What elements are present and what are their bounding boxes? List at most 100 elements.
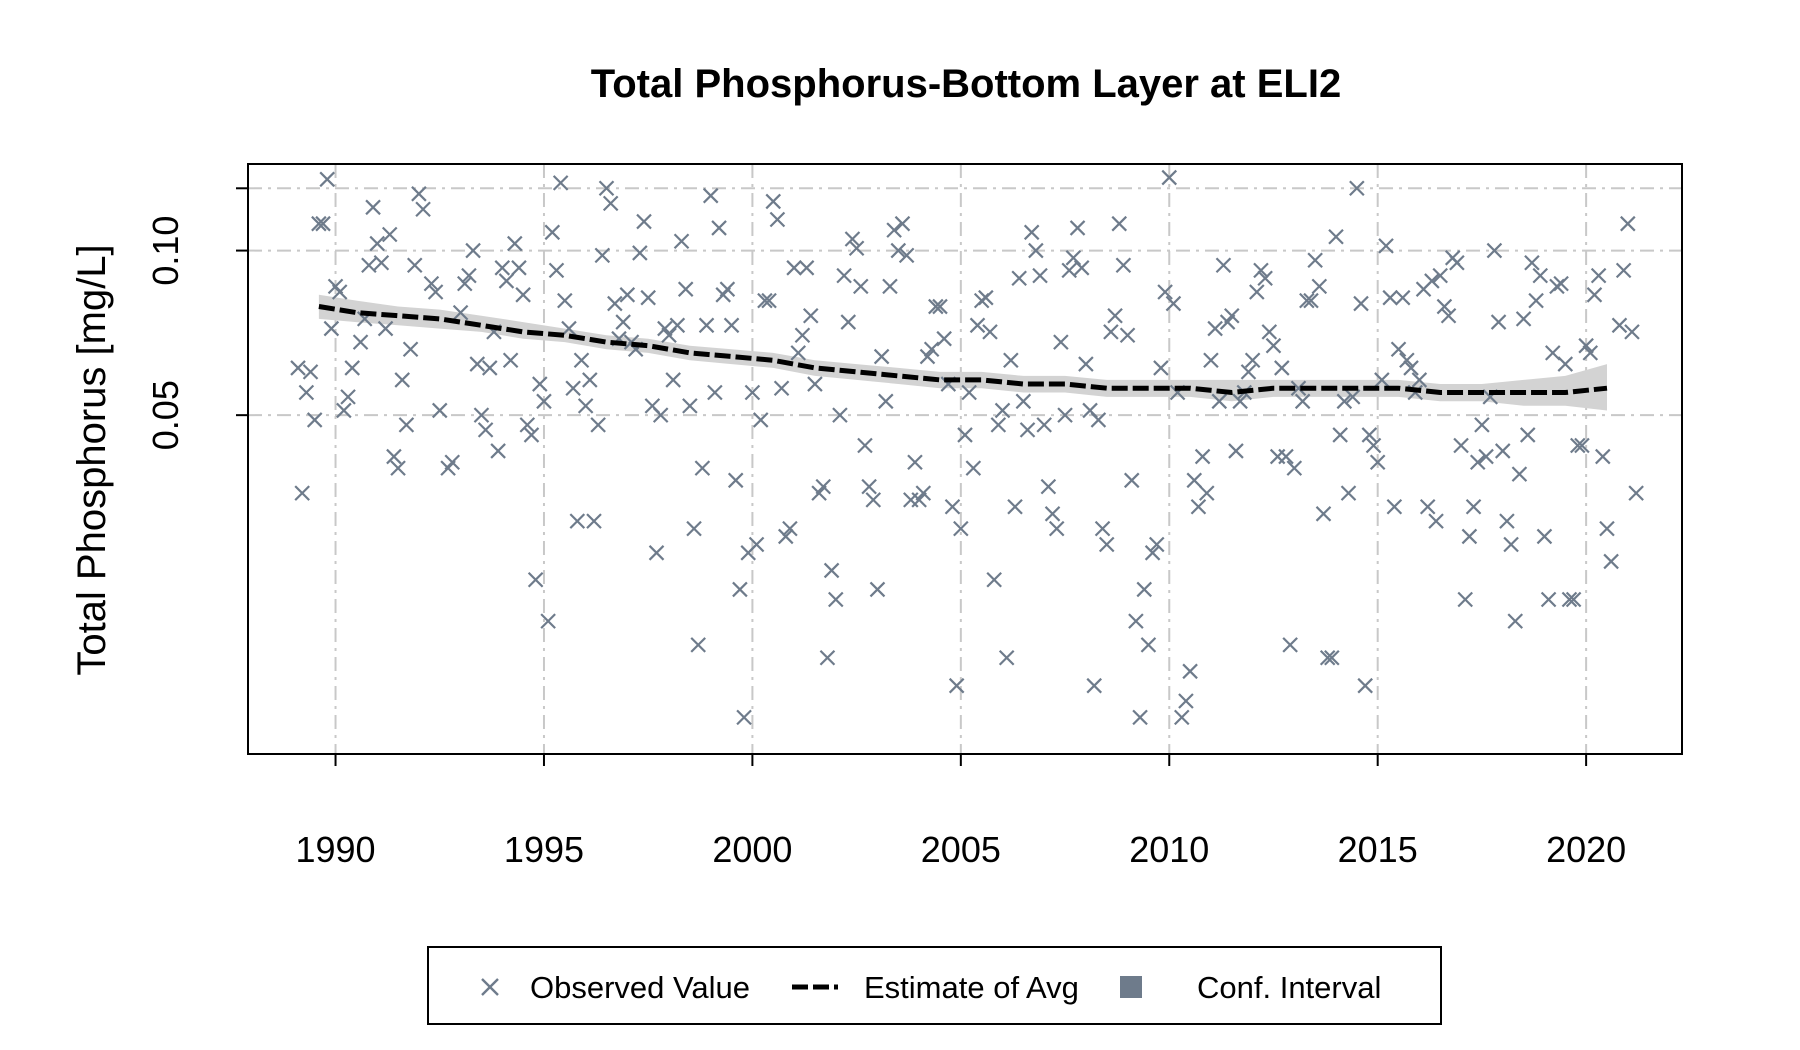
observed-point-stroke bbox=[865, 492, 882, 508]
observed-point bbox=[515, 287, 531, 303]
observed-point-stroke bbox=[377, 320, 394, 337]
observed-point-stroke bbox=[769, 211, 786, 228]
observed-point bbox=[390, 460, 406, 476]
observed-point bbox=[1028, 242, 1044, 259]
observed-point-stroke bbox=[344, 360, 360, 376]
observed-point-stroke bbox=[1299, 292, 1315, 309]
observed-point bbox=[1528, 292, 1544, 309]
observed-point bbox=[344, 360, 360, 376]
observed-point bbox=[1161, 169, 1178, 186]
observed-point bbox=[431, 402, 448, 419]
observed-point bbox=[1040, 478, 1057, 495]
observed-point-stroke bbox=[978, 289, 994, 306]
observed-point-stroke bbox=[482, 360, 498, 376]
observed-point bbox=[915, 485, 932, 501]
observed-point bbox=[319, 171, 335, 188]
observed-point bbox=[1286, 460, 1303, 476]
observed-point bbox=[427, 284, 444, 300]
observed-point bbox=[494, 260, 511, 276]
observed-point-stroke bbox=[1194, 448, 1211, 465]
confidence-band-area bbox=[318, 294, 1607, 411]
observed-point-stroke bbox=[827, 591, 844, 608]
observed-point-stroke bbox=[1282, 637, 1298, 653]
observed-point-stroke bbox=[1061, 262, 1077, 279]
observed-point-stroke bbox=[548, 262, 565, 279]
observed-point-stroke bbox=[807, 376, 823, 392]
observed-point bbox=[948, 677, 965, 694]
observed-point bbox=[1015, 393, 1032, 410]
observed-point-stroke bbox=[602, 195, 619, 212]
observed-point bbox=[1620, 215, 1636, 232]
observed-point bbox=[819, 649, 836, 666]
observed-point bbox=[1257, 270, 1273, 287]
observed-point-stroke bbox=[1553, 275, 1569, 292]
observed-point-stroke bbox=[1028, 242, 1044, 259]
observed-point bbox=[694, 460, 711, 476]
observed-point-stroke bbox=[1419, 498, 1436, 515]
observed-point bbox=[1515, 311, 1532, 327]
observed-point-stroke bbox=[1119, 327, 1136, 344]
observed-point bbox=[1365, 437, 1382, 454]
observed-point-stroke bbox=[1286, 460, 1303, 476]
observed-point-stroke bbox=[752, 412, 769, 428]
observed-point bbox=[1336, 393, 1353, 410]
x-tick-label: 1990 bbox=[295, 829, 375, 870]
observed-point bbox=[1090, 412, 1107, 428]
observed-point bbox=[331, 284, 348, 300]
observed-point-stroke bbox=[1249, 284, 1265, 300]
observed-point-stroke bbox=[773, 380, 790, 397]
observed-point-stroke bbox=[736, 709, 752, 726]
observed-point-stroke bbox=[473, 407, 490, 423]
observed-point bbox=[1319, 649, 1336, 666]
observed-point bbox=[1570, 437, 1586, 454]
observed-point-stroke bbox=[1478, 448, 1494, 465]
observed-point bbox=[1582, 345, 1599, 361]
observed-point-stroke bbox=[311, 215, 327, 232]
observed-point-stroke bbox=[306, 412, 323, 428]
observed-point-stroke bbox=[861, 478, 877, 495]
observed-point bbox=[1061, 262, 1077, 279]
observed-point bbox=[969, 317, 986, 334]
x-tick-label: 2005 bbox=[921, 829, 1001, 870]
observed-point bbox=[302, 364, 319, 380]
observed-point bbox=[1369, 454, 1386, 471]
observed-point-stroke bbox=[1278, 448, 1294, 465]
observed-point bbox=[1536, 528, 1553, 545]
observed-point-stroke bbox=[686, 520, 702, 537]
observed-point-stroke bbox=[1532, 267, 1549, 284]
observed-point bbox=[1224, 307, 1240, 324]
observed-point-stroke bbox=[1244, 352, 1261, 369]
observed-point-stroke bbox=[1107, 307, 1123, 324]
observed-point bbox=[1023, 224, 1040, 241]
observed-point-stroke bbox=[1311, 278, 1328, 295]
observed-point-stroke bbox=[1328, 228, 1344, 245]
observed-point-stroke bbox=[1453, 437, 1469, 454]
observed-point bbox=[1261, 324, 1278, 340]
observed-point-stroke bbox=[990, 417, 1007, 433]
observed-point bbox=[469, 356, 486, 372]
observed-point-stroke bbox=[832, 407, 848, 423]
observed-point-stroke bbox=[536, 393, 552, 410]
observed-point bbox=[886, 222, 902, 238]
observed-point-stroke bbox=[1165, 295, 1182, 312]
observed-point-stroke bbox=[1403, 360, 1419, 376]
observed-point-stroke bbox=[573, 352, 590, 369]
observed-point-stroke bbox=[890, 242, 907, 259]
observed-point-stroke bbox=[1424, 273, 1440, 289]
observed-point bbox=[1140, 637, 1157, 653]
observed-point bbox=[1419, 498, 1436, 515]
observed-point-stroke bbox=[1511, 466, 1528, 482]
observed-point-stroke bbox=[915, 485, 932, 501]
observed-point-stroke bbox=[423, 275, 440, 292]
observed-point-stroke bbox=[873, 348, 890, 365]
observed-point bbox=[1036, 417, 1052, 433]
observed-point-stroke bbox=[1382, 289, 1398, 306]
observed-point-stroke bbox=[1048, 520, 1065, 537]
observed-point bbox=[1123, 472, 1140, 489]
observed-point-stroke bbox=[1394, 289, 1411, 306]
observed-point-stroke bbox=[507, 235, 523, 252]
observed-point-stroke bbox=[698, 317, 715, 334]
observed-point bbox=[965, 460, 982, 476]
observed-point-stroke bbox=[523, 427, 540, 443]
observed-point bbox=[1311, 278, 1328, 295]
